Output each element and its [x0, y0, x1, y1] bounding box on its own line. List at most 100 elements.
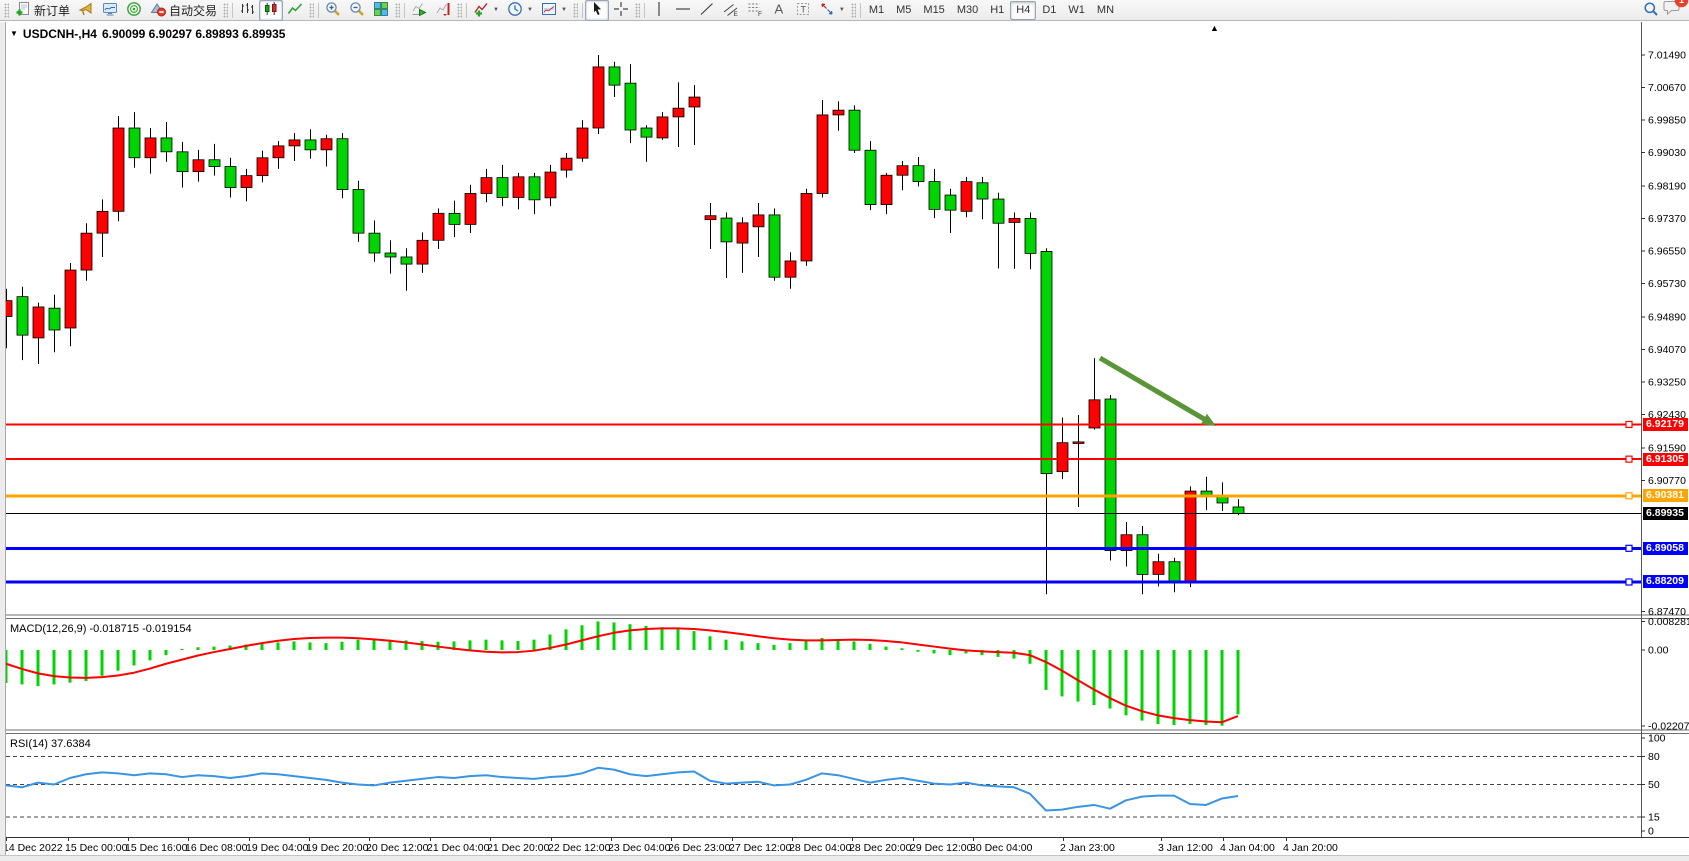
horizontal-line-button[interactable] — [671, 0, 695, 21]
candle-body — [496, 177, 509, 198]
candlestick-chart-button[interactable] — [259, 0, 284, 21]
macd-histogram-bar — [852, 641, 856, 650]
macd-histogram-bar — [276, 642, 280, 650]
macd-histogram-bar — [68, 650, 72, 683]
alerts-button[interactable] — [74, 0, 98, 21]
timeframe-button-m15[interactable]: M15 — [923, 3, 945, 16]
periods-button[interactable]: ▼ — [503, 0, 537, 21]
candle-body — [768, 214, 781, 278]
level-handle[interactable] — [1625, 578, 1633, 586]
price-tag-pivot[interactable]: 6.90381 — [1643, 489, 1688, 503]
chevron-down-icon: ▼ — [493, 7, 499, 13]
macd-histogram-bar — [196, 647, 200, 650]
toolbar-drag-handle[interactable] — [223, 2, 229, 18]
timeframe-button-mn[interactable]: MN — [1096, 3, 1115, 16]
vertical-line-button[interactable] — [647, 0, 671, 21]
signals-button[interactable] — [122, 0, 146, 21]
text-button[interactable]: A — [767, 0, 791, 21]
chart-shift-button[interactable] — [431, 0, 455, 21]
candle-body — [800, 193, 813, 262]
price-tag-resistance-2[interactable]: 6.91305 — [1643, 452, 1688, 466]
macd-histogram-bar — [1140, 650, 1144, 721]
terminal-button[interactable] — [98, 0, 122, 21]
tile-windows-icon — [373, 1, 389, 20]
level-handle[interactable] — [1625, 544, 1633, 552]
candle-body — [464, 193, 477, 225]
price-tag-support-1[interactable]: 6.89058 — [1643, 541, 1688, 555]
candle-body — [640, 127, 653, 138]
macd-histogram-bar — [1172, 650, 1176, 725]
macd-histogram-bar — [900, 648, 904, 650]
toolbar-drag-handle[interactable] — [572, 2, 578, 18]
level-handle[interactable] — [1625, 492, 1633, 500]
candle-body — [752, 214, 765, 228]
toolbar-drag-handle[interactable] — [457, 2, 463, 18]
chart-shift-marker[interactable]: ▲ — [1210, 23, 1219, 33]
new-order-button[interactable]: 新订单 — [11, 0, 74, 21]
candle-body — [384, 252, 397, 258]
price-tick-label: 6.93250 — [1648, 376, 1686, 388]
toolbar-drag-handle[interactable] — [4, 2, 9, 18]
macd-histogram-bar — [772, 644, 776, 650]
new-order-label: 新订单 — [34, 3, 71, 18]
macd-histogram-bar — [164, 650, 168, 656]
level-handle[interactable] — [1625, 420, 1633, 429]
candle-body — [432, 212, 445, 241]
toolbar-drag-handle[interactable] — [850, 2, 856, 18]
templates-button[interactable]: ▼ — [537, 0, 571, 21]
search-button[interactable] — [1639, 0, 1663, 21]
price-chart[interactable]: 7.01490 7.00670 6.99850 6.99030 6.98190 6.973… — [0, 22, 1689, 861]
indicators-button[interactable]: ▼ — [469, 0, 503, 21]
timeframe-button-w1[interactable]: W1 — [1068, 3, 1085, 16]
candle-body — [48, 307, 61, 331]
window-left-frame — [0, 22, 6, 861]
macd-histogram-bar — [724, 639, 728, 650]
zoom-in-button[interactable] — [321, 0, 345, 21]
level-handle[interactable] — [1625, 455, 1633, 463]
text-icon: A — [771, 1, 787, 20]
zoom-out-button[interactable] — [345, 0, 369, 21]
price-tag-resistance-1[interactable]: 6.92179 — [1643, 417, 1688, 431]
candle-body — [176, 151, 189, 173]
toolbar-drag-handle[interactable] — [395, 2, 401, 18]
tile-windows-button[interactable] — [369, 0, 393, 21]
price-tag-support-2[interactable]: 6.88209 — [1643, 575, 1688, 589]
macd-histogram-bar — [244, 644, 248, 650]
timeframe-button-d1[interactable]: D1 — [1042, 3, 1057, 16]
candle-body — [816, 114, 829, 194]
auto-scroll-button[interactable] — [407, 0, 431, 21]
bar-chart-button[interactable] — [235, 0, 259, 21]
macd-histogram-bar — [1204, 650, 1208, 725]
crosshair-button[interactable] — [609, 0, 633, 21]
time-axis-label: 4 Jan 04:00 — [1220, 842, 1275, 854]
macd-histogram-bar — [372, 638, 376, 650]
price-tick-label: 6.99030 — [1648, 147, 1686, 159]
timeframe-button-m1[interactable]: M1 — [868, 3, 885, 16]
timeframe-button-m5[interactable]: M5 — [896, 3, 912, 16]
time-axis-label: 14 Dec 2022 — [3, 842, 63, 854]
auto-trading-button[interactable]: 自动交易 — [146, 0, 221, 21]
cursor-button[interactable] — [584, 0, 609, 21]
candle-body — [448, 212, 461, 225]
trendline-button[interactable] — [695, 0, 719, 21]
candle-body — [208, 159, 221, 167]
candle-body — [336, 138, 349, 190]
trend-arrow-head[interactable] — [1200, 413, 1216, 426]
channel-button[interactable]: E — [719, 0, 743, 21]
toolbar-drag-handle[interactable] — [634, 2, 640, 18]
notifications-button[interactable]: 1 — [1663, 0, 1688, 21]
search-icon — [1643, 1, 1659, 20]
candle-body — [960, 181, 973, 212]
candle-body — [1040, 251, 1053, 475]
line-chart-button[interactable] — [283, 0, 307, 21]
collapse-icon[interactable]: ▼ — [10, 28, 18, 38]
text-label-button[interactable]: T — [791, 0, 815, 21]
fibonacci-icon: F — [747, 1, 763, 20]
timeframe-button-h1[interactable]: H1 — [990, 3, 1005, 16]
toolbar-drag-handle[interactable] — [309, 2, 315, 18]
fibonacci-button[interactable]: F — [743, 0, 767, 21]
timeframe-button-h4[interactable]: H4 — [1010, 0, 1037, 20]
trend-arrow-line[interactable] — [1098, 355, 1209, 424]
arrows-button[interactable]: ▼ — [815, 0, 849, 21]
timeframe-button-m30[interactable]: M30 — [956, 3, 979, 16]
